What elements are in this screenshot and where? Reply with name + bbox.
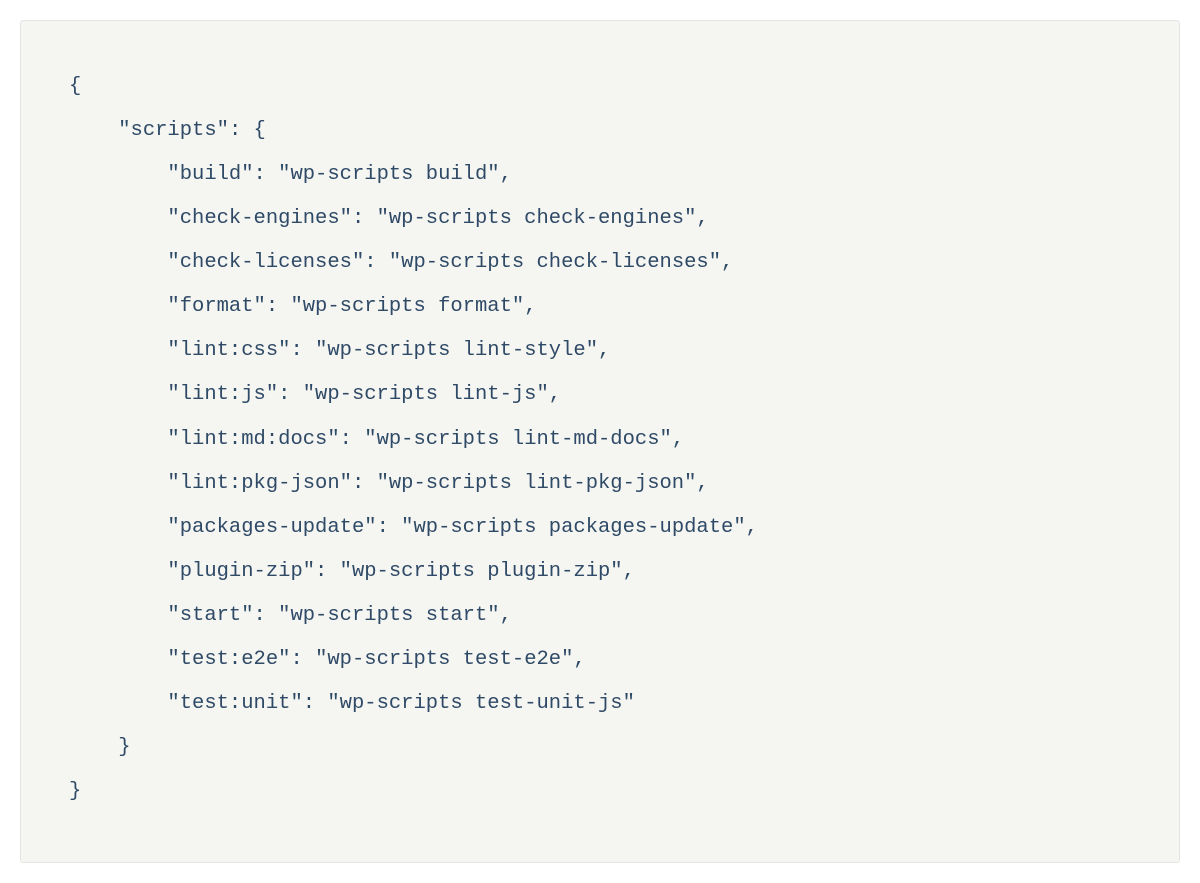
entry-line: "lint:pkg-json": "wp-scripts lint-pkg-js… xyxy=(69,472,709,495)
entry-line: "plugin-zip": "wp-scripts plugin-zip", xyxy=(69,560,635,583)
entry-line: "build": "wp-scripts build", xyxy=(69,163,512,186)
entry-line: "check-engines": "wp-scripts check-engin… xyxy=(69,207,709,230)
code-block: { "scripts": { "build": "wp-scripts buil… xyxy=(20,20,1180,863)
entry-line: "lint:js": "wp-scripts lint-js", xyxy=(69,383,561,406)
line-scripts-key: "scripts": { xyxy=(69,119,266,142)
entry-line: "test:unit": "wp-scripts test-unit-js" xyxy=(69,692,635,715)
code-content: { "scripts": { "build": "wp-scripts buil… xyxy=(69,65,1131,814)
brace-open: { xyxy=(69,75,81,98)
entry-line: "check-licenses": "wp-scripts check-lice… xyxy=(69,251,733,274)
entry-line: "packages-update": "wp-scripts packages-… xyxy=(69,516,758,539)
line-scripts-close: } xyxy=(69,736,131,759)
entry-line: "test:e2e": "wp-scripts test-e2e", xyxy=(69,648,586,671)
entry-line: "lint:css": "wp-scripts lint-style", xyxy=(69,339,610,362)
entry-line: "lint:md:docs": "wp-scripts lint-md-docs… xyxy=(69,428,684,451)
brace-close: } xyxy=(69,780,81,803)
entry-line: "start": "wp-scripts start", xyxy=(69,604,512,627)
entry-line: "format": "wp-scripts format", xyxy=(69,295,537,318)
